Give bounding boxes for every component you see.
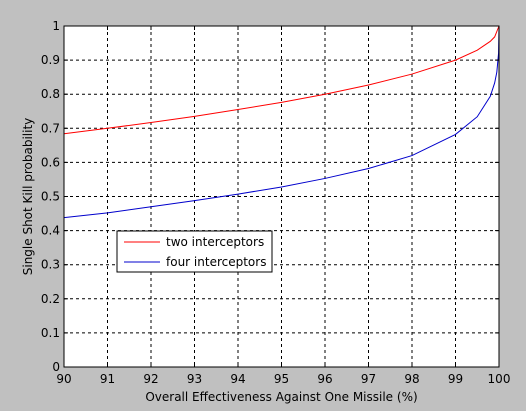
- y-tick-label: 0.9: [41, 53, 60, 67]
- x-tick-label: 92: [143, 372, 158, 386]
- x-tick-label: 96: [317, 372, 332, 386]
- x-tick-label: 93: [187, 372, 202, 386]
- x-axis-label: Overall Effectiveness Against One Missil…: [145, 390, 417, 404]
- series-group: [63, 25, 500, 219]
- y-tick-label: 0: [52, 360, 60, 374]
- x-tick-label: 91: [100, 372, 115, 386]
- x-tick-label: 95: [274, 372, 289, 386]
- series-line-four-interceptors: [63, 25, 500, 219]
- y-tick-label: 0.1: [41, 326, 60, 340]
- legend-label-four-interceptors: four interceptors: [166, 255, 266, 269]
- x-tick-labels: 90 91 92 93 94 95 96 97 98 99 100: [56, 372, 510, 386]
- y-tick-label: 0.3: [41, 258, 60, 272]
- series-line-two-interceptors: [63, 25, 500, 135]
- legend-label-two-interceptors: two interceptors: [166, 235, 264, 249]
- y-tick-label: 0.8: [41, 87, 60, 101]
- axis-ticks: [63, 25, 500, 368]
- x-tick-label: 98: [404, 372, 419, 386]
- legend-box: [116, 230, 273, 273]
- y-axis-label: Single Shot Kill probability: [21, 118, 35, 276]
- y-tick-label: 0.6: [41, 155, 60, 169]
- y-tick-label: 0.7: [41, 121, 60, 135]
- x-tick-label: 90: [56, 372, 71, 386]
- x-tick-label: 94: [230, 372, 245, 386]
- grid-lines: [64, 26, 499, 367]
- x-tick-label: 100: [488, 372, 511, 386]
- y-tick-labels: 0 0.1 0.2 0.3 0.4 0.5 0.6 0.7 0.8 0.9 1: [41, 19, 60, 374]
- y-tick-label: 1: [52, 19, 60, 33]
- x-tick-label: 97: [361, 372, 376, 386]
- y-tick-label: 0.5: [41, 190, 60, 204]
- y-tick-label: 0.2: [41, 292, 60, 306]
- x-tick-label: 99: [448, 372, 463, 386]
- y-tick-label: 0.4: [41, 224, 60, 238]
- legend: two interceptors four interceptors: [116, 230, 273, 273]
